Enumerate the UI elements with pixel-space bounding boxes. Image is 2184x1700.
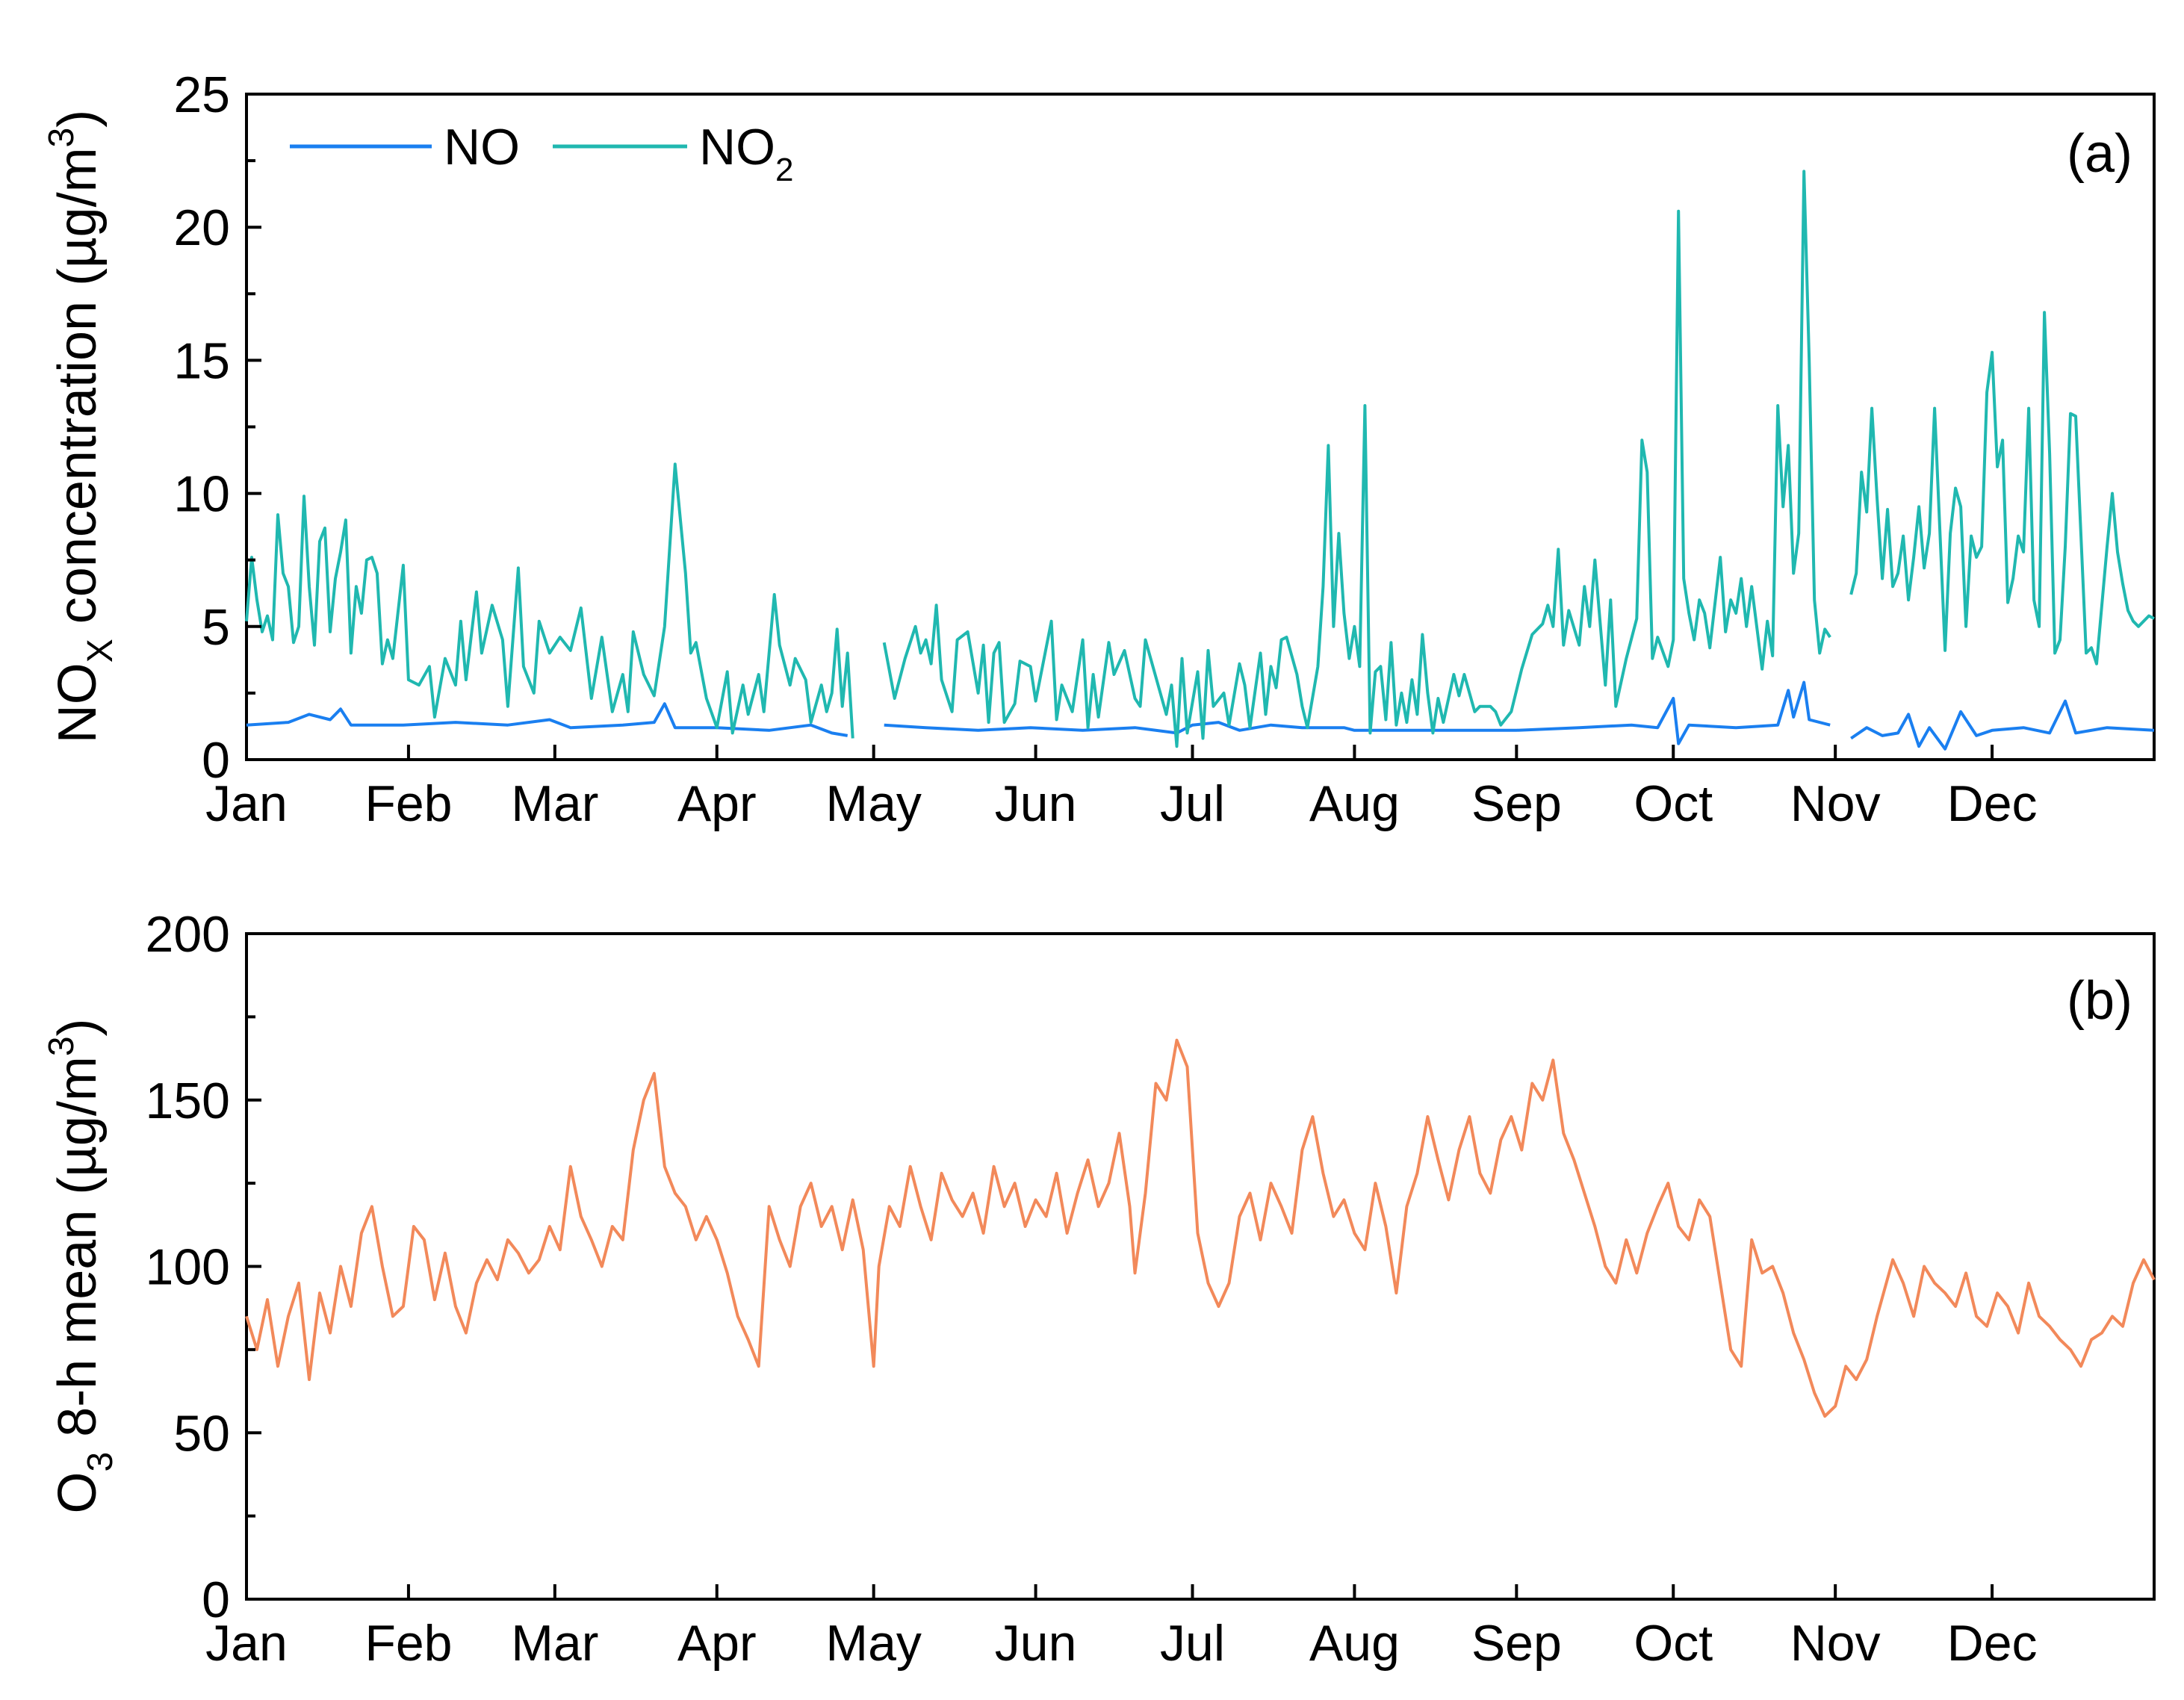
panel-b-ylabel-main: O	[48, 1472, 108, 1514]
panel-a-xtick-label-dec: Dec	[1947, 775, 2038, 832]
legend-no2-subscript: 2	[775, 152, 793, 188]
panel-a-xtick-label-nov: Nov	[1790, 775, 1881, 832]
panel-a-ylabel-mid: concentration (µg/m	[48, 147, 108, 639]
panel-a-label: (a)	[2067, 124, 2132, 184]
panel-a-ylabel-sup: 3	[42, 128, 81, 148]
panel-a-ylabel-main: NO	[48, 663, 108, 743]
panel-a-no-x-chart: 0 5 10 15 20 25 Jan Feb Mar Apr May Jun Jul Aug Sep Oc…	[42, 66, 2156, 832]
panel-a-ylabel-end: )	[48, 110, 108, 128]
panel-a-xtick-label-mar: Mar	[511, 775, 598, 832]
panel-b-ylabel-end: )	[48, 1018, 108, 1036]
panel-b-xtick-label-aug: Aug	[1309, 1615, 1400, 1672]
panel-a-ytick-label-10: 10	[173, 466, 230, 523]
panel-a-xtick-label-apr: Apr	[677, 775, 757, 832]
panel-b-xtick-label-dec: Dec	[1947, 1615, 2038, 1672]
panel-a-xtick-label-jun: Jun	[995, 775, 1077, 832]
series-no-line-1	[884, 680, 1831, 745]
panel-a-ylabel-sub: X	[81, 639, 120, 663]
panel-b-xtick-label-feb: Feb	[364, 1615, 452, 1672]
series-no-line-2	[1850, 699, 2155, 751]
series-no2-line-1	[882, 170, 1831, 748]
panel-b-y-axis-title: O3 8-h mean (µg/m3)	[42, 1018, 120, 1513]
panel-a-ytick-label-25: 25	[173, 66, 230, 123]
panel-a-xtick-label-aug: Aug	[1309, 775, 1400, 832]
legend-no-text: NO	[444, 119, 520, 176]
panel-b-xtick-label-nov: Nov	[1790, 1615, 1881, 1672]
legend-no-label: NO	[444, 119, 520, 176]
panel-a-plot-frame	[245, 93, 2156, 761]
panel-b-xtick-label-sep: Sep	[1471, 1615, 1562, 1672]
panel-a-xtick-label-oct: Oct	[1634, 775, 1713, 832]
panel-b-label: (b)	[2067, 971, 2132, 1031]
panel-a-series-group	[245, 170, 2155, 751]
panel-a-xtick-label-jul: Jul	[1160, 775, 1225, 832]
panel-b-x-axis: Jan Feb Mar Apr May Jun Jul Aug Sep Oct Nov Dec	[205, 1584, 2038, 1672]
series-no-line-0	[246, 702, 849, 737]
panel-b-xtick-label-mar: Mar	[511, 1615, 598, 1672]
panel-a-xtick-label-sep: Sep	[1471, 775, 1562, 832]
panel-b-o3-chart: 0 50 100 150 200 Jan Feb Mar Apr May Jun Jul Aug Sep…	[42, 906, 2156, 1672]
legend-no2-label: NO2	[699, 119, 793, 188]
panel-b-ylabel-mid: 8-h mean (µg/m	[48, 1056, 108, 1452]
series-no2-line-0	[245, 462, 854, 739]
panel-a-x-axis: Jan Feb Mar Apr May Jun Jul Aug Sep Oct Nov Dec	[205, 745, 2038, 832]
series-o3-line-0	[245, 1038, 2156, 1418]
legend: NO NO2	[290, 119, 793, 188]
panel-b-xtick-label-jun: Jun	[995, 1615, 1077, 1672]
panel-a-xtick-label-jan: Jan	[205, 775, 288, 832]
panel-b-ytick-label-50: 50	[173, 1405, 230, 1462]
panel-b-xtick-label-apr: Apr	[677, 1615, 757, 1672]
panel-b-ytick-label-200: 200	[146, 906, 230, 963]
panel-a-ytick-label-0: 0	[202, 732, 230, 789]
panel-b-ytick-label-100: 100	[146, 1239, 230, 1296]
panel-b-y-axis: 0 50 100 150 200	[146, 906, 261, 1628]
panel-b-xtick-label-jul: Jul	[1160, 1615, 1225, 1672]
panel-a-y-axis-title: NOX concentration (µg/m3)	[42, 110, 120, 743]
panel-a-y-axis: 0 5 10 15 20 25	[173, 66, 261, 789]
series-no2-line-2	[1849, 311, 2155, 666]
panel-b-series-group	[245, 1038, 2156, 1418]
panel-b-xtick-label-jan: Jan	[205, 1615, 288, 1672]
legend-no2-text: NO	[699, 119, 775, 176]
panel-a-ytick-label-15: 15	[173, 332, 230, 389]
panel-a-xtick-label-may: May	[825, 775, 921, 832]
panel-b-xtick-label-may: May	[825, 1615, 921, 1672]
panel-b-ylabel-sub: 3	[81, 1452, 120, 1472]
panel-b-ylabel-sup: 3	[42, 1036, 81, 1056]
panel-a-ytick-label-20: 20	[173, 199, 230, 256]
panel-b-xtick-label-oct: Oct	[1634, 1615, 1713, 1672]
panel-b-ytick-label-0: 0	[202, 1572, 230, 1628]
panel-b-ytick-label-150: 150	[146, 1073, 230, 1129]
panel-a-ytick-label-5: 5	[202, 599, 230, 656]
panel-a-xtick-label-feb: Feb	[364, 775, 452, 832]
